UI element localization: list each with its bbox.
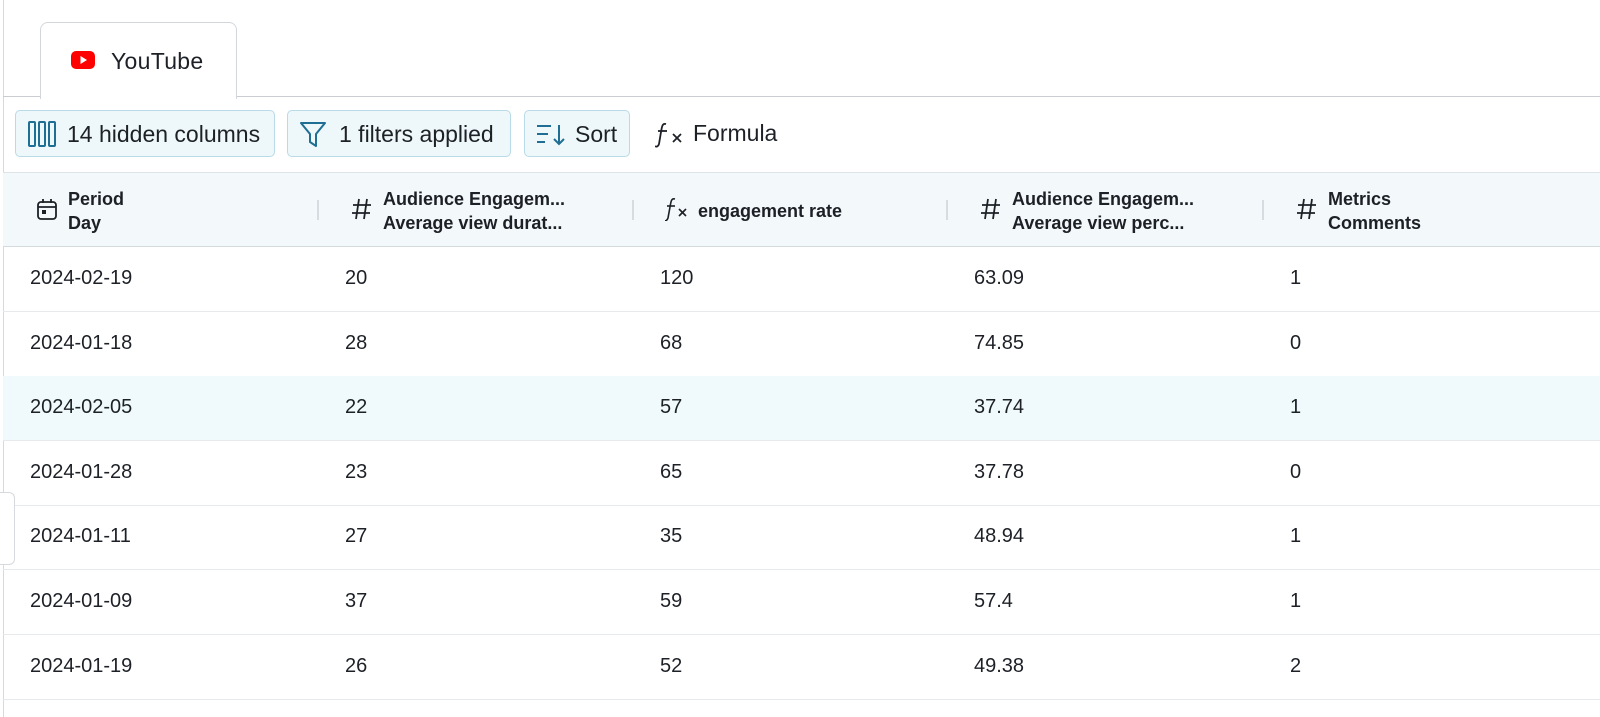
table-cell: 68 — [660, 331, 683, 354]
tab-label: YouTube — [111, 48, 204, 74]
filter-icon — [300, 122, 326, 147]
table-cell: 63.09 — [974, 267, 1025, 289]
table-cell: 2024-01-19 — [30, 654, 133, 677]
column-icon — [352, 198, 371, 220]
table-cell: 2024-01-28 — [30, 460, 133, 483]
table-cell: 1 — [1290, 267, 1302, 289]
sort-icon — [537, 125, 565, 146]
column-header-line: Audience Engagem... — [1012, 189, 1195, 209]
column-header[interactable]: Metrics Comments — [1328, 187, 1421, 235]
table-cell: 74.85 — [974, 331, 1025, 354]
table-cell: 59 — [660, 590, 683, 612]
column-icon — [1297, 198, 1316, 220]
column-header-line: Day — [68, 213, 102, 233]
youtube-icon — [71, 51, 95, 69]
table-cell: 0 — [1290, 331, 1302, 354]
table-cell: 48.94 — [974, 525, 1025, 548]
table-header: Period Day Audience Engagem... Average view… — [3, 172, 1600, 247]
formula-icon — [655, 122, 682, 148]
table-row[interactable]: 2024-01-11 27 35 48.94 1 — [3, 505, 1600, 571]
table-cell: 22 — [345, 396, 368, 419]
table-cell: 120 — [660, 267, 694, 289]
column-header[interactable]: Audience Engagem... Average view perc... — [1012, 187, 1194, 235]
formula-button[interactable]: Formula — [655, 110, 795, 157]
table-cell: 0 — [1290, 460, 1302, 483]
sort-label: Sort — [575, 121, 618, 147]
hidden-columns-button[interactable]: 14 hidden columns — [15, 110, 275, 157]
table-cell: 2024-02-19 — [30, 267, 133, 289]
column-header-line: Metrics — [1328, 189, 1392, 209]
tab-baseline — [3, 96, 1600, 97]
column-header[interactable]: engagement rate — [698, 199, 842, 223]
formula-label: Formula — [693, 120, 778, 146]
columns-icon — [28, 121, 56, 147]
column-header[interactable]: Audience Engagem... Average view durat... — [383, 187, 565, 235]
table-cell: 37.74 — [974, 396, 1025, 419]
table-cell: 27 — [345, 525, 368, 548]
column-separator — [632, 200, 634, 220]
table-cell: 2 — [1290, 654, 1302, 677]
column-icon — [665, 198, 687, 221]
table-cell: 1 — [1290, 396, 1302, 419]
table-cell: 49.38 — [974, 654, 1025, 677]
filters-label: 1 filters applied — [339, 121, 494, 147]
side-handle[interactable] — [0, 492, 15, 565]
column-separator — [317, 200, 319, 220]
column-separator — [1262, 200, 1264, 220]
table-row[interactable]: 2024-01-19 26 52 49.38 2 — [3, 635, 1600, 700]
table-cell: 2024-01-11 — [30, 525, 131, 548]
table-cell: 26 — [345, 654, 368, 677]
table-cell: 57 — [660, 396, 683, 419]
column-header-line: engagement rate — [698, 201, 843, 221]
column-header-line: Average view perc... — [1012, 213, 1185, 233]
left-border — [3, 0, 4, 717]
table-row[interactable]: 2024-01-18 28 68 74.85 0 — [3, 312, 1600, 377]
table-cell: 37 — [345, 590, 368, 612]
column-icon — [37, 199, 57, 220]
table-cell: 20 — [345, 267, 368, 289]
column-header-line: Comments — [1328, 213, 1422, 233]
column-header-line: Average view durat... — [383, 213, 563, 233]
table-cell: 2024-02-05 — [30, 396, 133, 419]
table-cell: 37.78 — [974, 460, 1025, 483]
table-cell: 52 — [660, 654, 683, 677]
sort-button[interactable]: Sort — [524, 110, 630, 157]
hidden-columns-label: 14 hidden columns — [67, 121, 261, 147]
table-cell: 23 — [345, 460, 368, 483]
filters-button[interactable]: 1 filters applied — [287, 110, 511, 157]
table-cell: 35 — [660, 525, 683, 548]
table-cell: 2024-01-18 — [30, 331, 133, 354]
table-cell: 1 — [1290, 525, 1302, 548]
table-row[interactable]: 2024-02-19 20 120 63.09 1 — [3, 247, 1600, 312]
table-cell: 65 — [660, 460, 683, 483]
table-row[interactable]: 2024-02-05 22 57 37.74 1 — [3, 376, 1600, 442]
column-icon — [981, 198, 1000, 220]
column-separator — [946, 200, 948, 220]
table-cell: 28 — [345, 331, 368, 354]
table-cell: 57.4 — [974, 590, 1013, 612]
table-cell: 1 — [1290, 590, 1302, 612]
table-row[interactable]: 2024-01-09 37 59 57.4 1 — [3, 570, 1600, 635]
tab[interactable]: YouTube — [40, 22, 237, 99]
column-header[interactable]: Period Day — [68, 187, 124, 235]
table-cell: 2024-01-09 — [30, 590, 133, 612]
table-row[interactable]: 2024-01-28 23 65 37.78 0 — [3, 441, 1600, 506]
column-header-line: Audience Engagem... — [383, 189, 566, 209]
column-header-line: Period — [68, 189, 125, 209]
